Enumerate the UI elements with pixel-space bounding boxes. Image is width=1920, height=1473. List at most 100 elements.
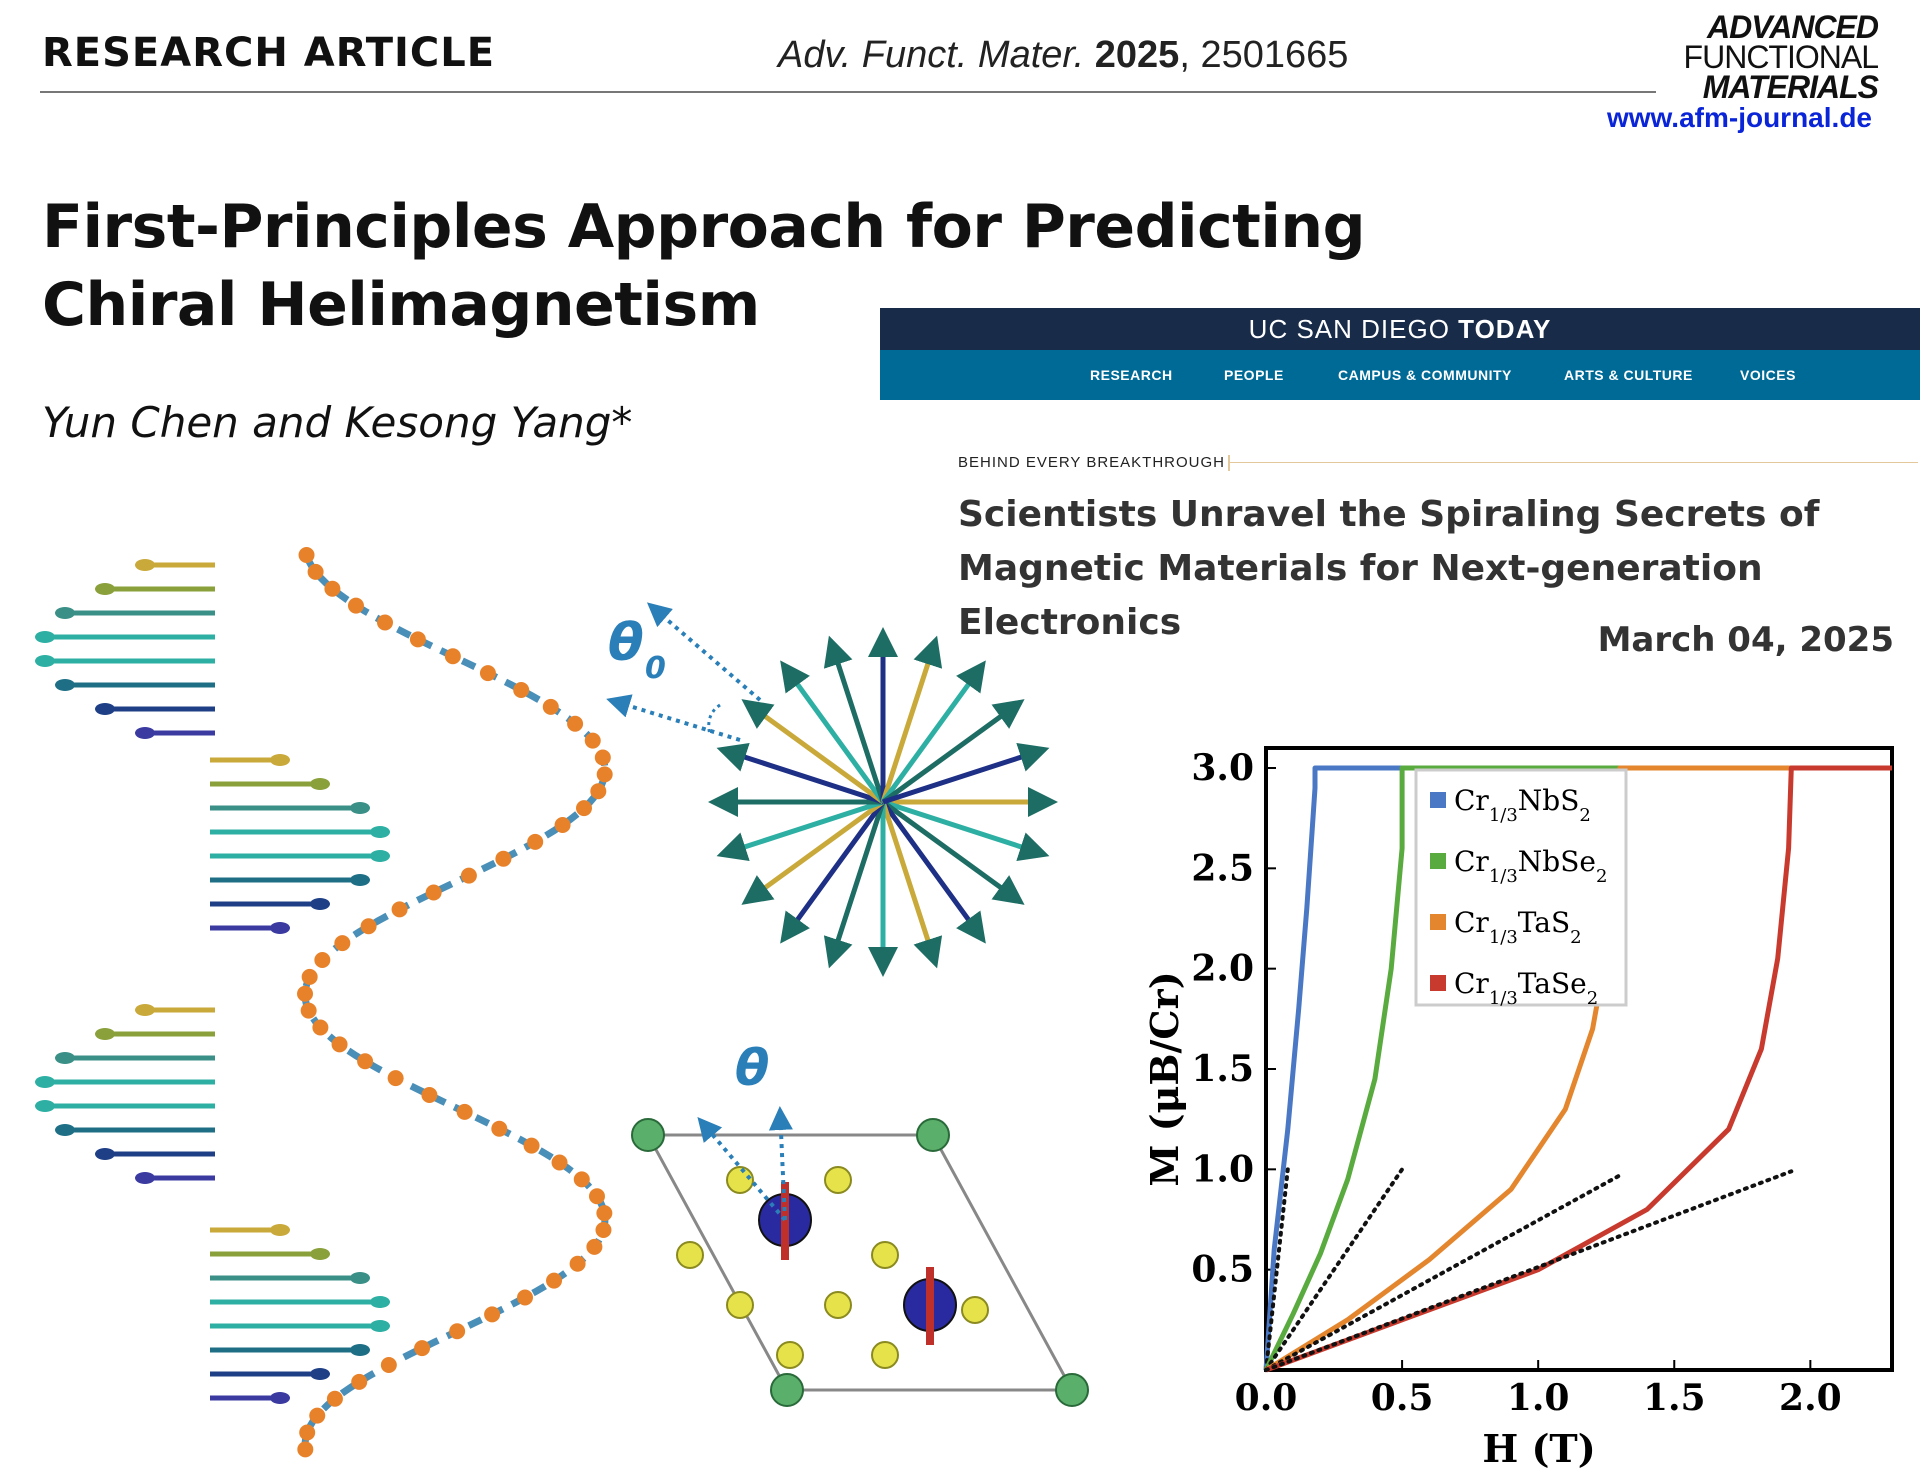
helix-dot xyxy=(297,1441,314,1458)
nav-item-people[interactable]: PEOPLE xyxy=(1224,367,1284,383)
spin-arrow-head xyxy=(135,1172,155,1184)
y-tick-label: 2.0 xyxy=(1191,948,1254,990)
helix-dot xyxy=(312,1019,329,1036)
y-tick-label: 3.0 xyxy=(1191,747,1254,789)
star-arrow xyxy=(716,742,884,805)
theta0-subscript: 0 xyxy=(645,651,666,686)
helix-dot xyxy=(460,867,477,884)
journal-citation: Adv. Funct. Mater. 2025, 2501665 xyxy=(778,34,1348,77)
helix-dot xyxy=(314,952,331,968)
nav-item-arts-culture[interactable]: ARTS & CULTURE xyxy=(1564,367,1693,383)
logo-line-2: FUNCTIONAL xyxy=(1683,39,1879,75)
sulfur-atom xyxy=(726,1166,754,1194)
legend-swatch xyxy=(1430,914,1446,930)
journal-url-link[interactable]: www.afm-journal.de xyxy=(1607,102,1872,133)
sulfur-atom xyxy=(726,1291,754,1319)
series-line xyxy=(1263,765,1892,1372)
theta-dotted-arrow xyxy=(697,1116,787,1222)
helix-dot xyxy=(307,563,324,580)
legend-label: Cr1/3NbSe2 xyxy=(1454,845,1607,887)
sulfur-atom xyxy=(871,1241,899,1269)
news-brand-bold: TODAY xyxy=(1458,314,1552,344)
helix-dot xyxy=(546,1272,563,1289)
helix-dot xyxy=(331,1036,348,1053)
sulfur-atom xyxy=(776,1341,804,1369)
niobium-atom xyxy=(916,1118,950,1152)
news-headline[interactable]: Scientists Unravel the Spiraling Secrets… xyxy=(958,494,1820,643)
helix-dot xyxy=(479,665,496,682)
star-arrow xyxy=(823,801,886,969)
nav-item-campus-community[interactable]: CAMPUS & COMMUNITY xyxy=(1338,367,1512,383)
spin-arrow-head xyxy=(310,1248,330,1260)
theta-label: θ xyxy=(735,1039,769,1097)
spin-arrow-head xyxy=(35,655,55,667)
legend-swatch xyxy=(1430,975,1446,991)
niobium-atom xyxy=(631,1118,665,1152)
spin-arrow-head xyxy=(95,703,115,715)
star-arrow xyxy=(882,742,1050,805)
helix-dot xyxy=(326,1390,343,1407)
x-tick-label: 0.0 xyxy=(1235,1377,1298,1419)
nav-item-voices[interactable]: VOICES xyxy=(1740,367,1796,383)
sulfur-atom xyxy=(824,1166,852,1194)
sulfur-atom xyxy=(961,1296,989,1324)
helix-dot xyxy=(301,968,318,985)
helix-dot xyxy=(495,850,512,867)
kicker-divider xyxy=(1228,455,1230,471)
citation-year: 2025 xyxy=(1094,34,1180,76)
citation-journal: Adv. Funct. Mater. xyxy=(778,34,1085,76)
helix-dot xyxy=(517,1289,534,1306)
helix-dot xyxy=(297,985,314,1002)
star-arrow xyxy=(880,800,986,944)
helix-dot xyxy=(414,1340,431,1357)
citation-id: , 2501665 xyxy=(1179,34,1349,76)
helix-dashed-line xyxy=(301,553,609,1456)
x-tick-label: 1.5 xyxy=(1643,1377,1706,1419)
helix-dot xyxy=(298,547,315,563)
news-kicker: BEHIND EVERY BREAKTHROUGH xyxy=(958,454,1225,471)
article-type-label: RESEARCH ARTICLE xyxy=(42,30,496,76)
star-arrow xyxy=(823,635,886,803)
spin-arrow-head xyxy=(350,1344,370,1356)
helix-dot xyxy=(576,800,593,817)
sulfur-atom xyxy=(824,1291,852,1319)
sulfur-atom xyxy=(676,1241,704,1269)
x-tick-label: 0.5 xyxy=(1371,1377,1434,1419)
helix-dot xyxy=(594,749,611,766)
nav-item-research[interactable]: RESEARCH xyxy=(1090,367,1173,383)
spin-arrow-head xyxy=(310,778,330,790)
logo-line-1: ADVANCED xyxy=(1707,9,1879,45)
star-arrow xyxy=(880,635,943,803)
spin-arrow-head xyxy=(350,874,370,886)
logo-line-3: MATERIALS xyxy=(1702,69,1879,105)
spin-arrow-head xyxy=(135,727,155,739)
helix-dot xyxy=(569,1255,586,1272)
tangent-line xyxy=(1264,1173,1622,1372)
spin-arrow-head xyxy=(135,1004,155,1016)
helix-dot xyxy=(554,817,571,833)
news-brand[interactable]: UC SAN DIEGO TODAY xyxy=(880,308,1920,350)
helix-dot xyxy=(351,1373,368,1390)
helix-dot xyxy=(300,1002,317,1019)
theta0-dotted-arrow xyxy=(646,602,762,702)
helix-dot xyxy=(491,1120,508,1137)
series-line xyxy=(1263,765,1892,1371)
spin-arrow-head xyxy=(95,1148,115,1160)
tangent-line xyxy=(1264,1169,1794,1372)
spin-arrow-head xyxy=(55,679,75,691)
news-nav-bar: RESEARCH PEOPLE CAMPUS & COMMUNITY ARTS … xyxy=(880,350,1920,400)
helix-curve xyxy=(297,547,613,1458)
unit-cell-outline xyxy=(645,1133,1075,1392)
news-brand-plain: UC SAN DIEGO xyxy=(1248,314,1459,344)
star-arrow xyxy=(881,699,1025,805)
header-rule xyxy=(40,91,1656,93)
star-arrow xyxy=(880,660,986,804)
spin-arrow-head xyxy=(135,559,155,571)
x-tick-label: 1.0 xyxy=(1507,1377,1570,1419)
helix-dot xyxy=(551,1154,568,1171)
helix-dot xyxy=(484,1306,501,1323)
y-tick-label: 1.0 xyxy=(1191,1148,1254,1190)
helix-dot xyxy=(567,715,584,732)
helix-dot xyxy=(357,1053,374,1070)
helix-dot xyxy=(523,1137,540,1154)
